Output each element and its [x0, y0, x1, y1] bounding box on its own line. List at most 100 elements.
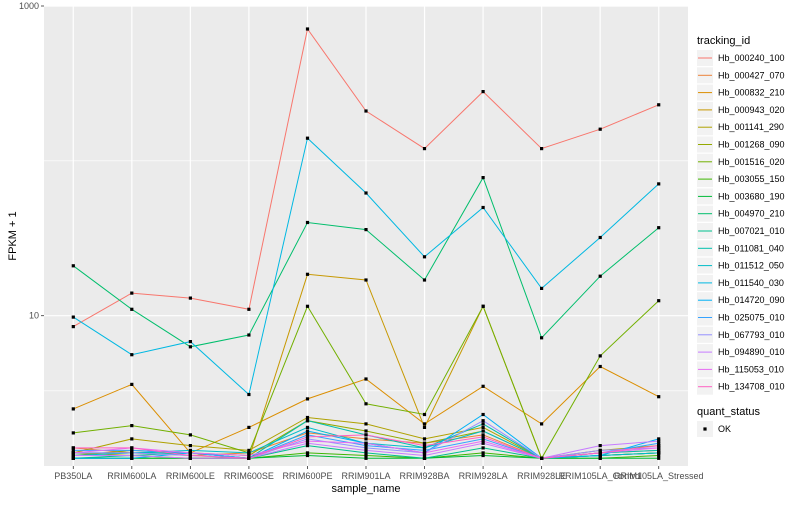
data-point [598, 453, 602, 458]
x-axis: PB350LA RRIM600LA RRIM600LE RRIM600SE RRIM60… [54, 466, 704, 481]
data-point [188, 296, 192, 300]
data-point [130, 448, 134, 452]
data-point [305, 27, 310, 31]
data-point [364, 437, 368, 441]
data-point [188, 453, 192, 458]
data-point [305, 451, 310, 455]
data-point [481, 437, 485, 441]
legend-entry-label: Hb_000240_100 [718, 53, 785, 63]
data-point [481, 176, 485, 180]
data-point [130, 453, 134, 458]
x-tick-label: RRIM928LE [517, 471, 566, 481]
y-axis-title: FPKM + 1 [7, 211, 19, 260]
data-point [657, 448, 661, 452]
data-point [188, 444, 192, 448]
data-point [71, 453, 75, 458]
data-point [364, 433, 368, 437]
data-point [657, 456, 661, 460]
data-point [188, 345, 192, 349]
legend-entry-label: Hb_001516_020 [718, 157, 785, 167]
data-point [481, 451, 485, 455]
data-point [598, 444, 602, 448]
data-point [130, 437, 134, 441]
data-point [422, 444, 427, 448]
data-point [657, 182, 661, 186]
data-point [130, 291, 134, 295]
data-point [364, 109, 368, 113]
data-point [305, 429, 310, 433]
y-axis: 10 1000 [19, 1, 44, 321]
data-point [305, 304, 310, 308]
data-point [364, 441, 368, 445]
data-point [481, 304, 485, 308]
data-point [481, 429, 485, 433]
legend-entry-label: Hb_004970_210 [718, 209, 785, 219]
data-point [422, 451, 427, 455]
data-point [305, 444, 310, 448]
data-point [364, 191, 368, 195]
data-points [71, 27, 661, 460]
data-point [305, 220, 310, 225]
data-point [247, 307, 251, 311]
data-point [422, 446, 427, 450]
data-point [305, 441, 310, 445]
data-point [130, 382, 134, 386]
data-point [481, 435, 485, 439]
data-point [540, 286, 544, 290]
data-point [305, 439, 310, 443]
data-point [305, 453, 310, 458]
data-point [422, 456, 427, 460]
legend-entry-label: Hb_003055_150 [718, 174, 785, 184]
x-tick-label: RRIM600LA [107, 471, 156, 481]
data-point [540, 422, 544, 426]
data-point [598, 235, 602, 240]
legend-entry-label: Hb_067793_010 [718, 330, 785, 340]
data-point [247, 451, 251, 455]
data-point [71, 325, 75, 329]
data-point [71, 264, 75, 268]
legend-entry-label: Hb_003680_190 [718, 191, 785, 201]
data-point [364, 451, 368, 455]
data-point [657, 453, 661, 458]
data-point [364, 422, 368, 426]
data-point [540, 336, 544, 340]
data-point [422, 255, 427, 259]
x-tick-label: RRIM901LA [341, 471, 390, 481]
legend-entry-label: Hb_025075_010 [718, 313, 785, 323]
x-tick-label: PB350LA [54, 471, 92, 481]
data-point [422, 425, 427, 429]
data-point [305, 415, 310, 420]
data-point [422, 412, 427, 417]
legend-entry-label: Hb_115053_010 [718, 364, 784, 374]
data-point [305, 431, 310, 435]
data-point [422, 441, 427, 445]
data-point [305, 433, 310, 437]
data-point [481, 441, 485, 445]
data-point [598, 364, 602, 369]
data-point [481, 446, 485, 450]
data-point [422, 422, 427, 426]
data-point [481, 425, 485, 429]
data-point [657, 446, 661, 450]
data-point [305, 397, 310, 401]
data-point [364, 446, 368, 450]
data-point [364, 444, 368, 448]
data-point [598, 451, 602, 455]
data-point [364, 377, 368, 381]
legend-entry-label: Hb_007021_010 [718, 226, 785, 236]
legend-entry-label: Hb_134708_010 [718, 382, 785, 392]
data-point [364, 453, 368, 458]
data-point [540, 147, 544, 151]
data-point [481, 422, 485, 426]
legend-entry-label: Hb_000832_210 [718, 88, 785, 98]
data-point [130, 451, 134, 455]
data-point [598, 274, 602, 278]
data-point [481, 453, 485, 458]
data-point [71, 446, 75, 450]
data-point [364, 278, 368, 282]
data-point [598, 448, 602, 452]
x-tick-label: RRIM928LA [459, 471, 508, 481]
data-point [247, 333, 251, 337]
data-point [188, 448, 192, 452]
data-point [657, 441, 661, 445]
